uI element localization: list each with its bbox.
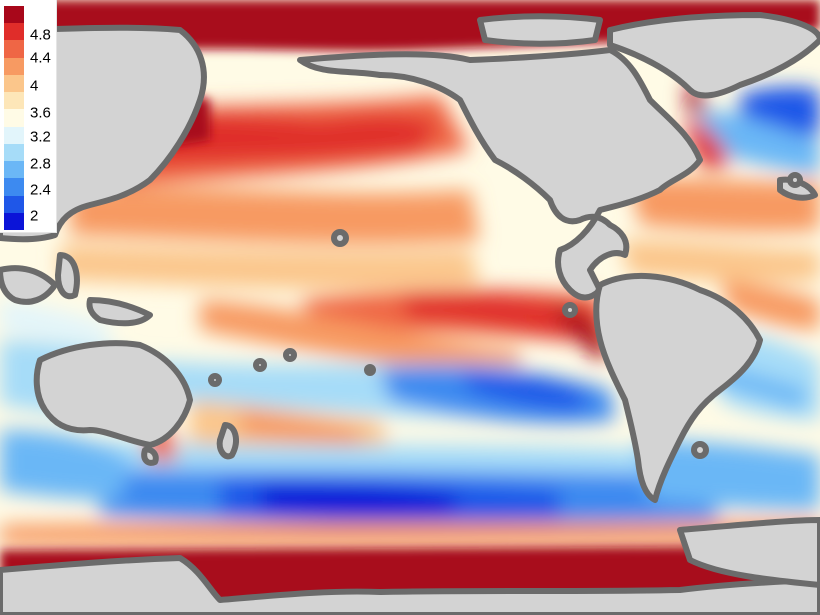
legend-label-3-6: 3.6 [30,104,51,122]
legend-label-2-8: 2.8 [30,155,51,173]
legend-label-3-2: 3.2 [30,128,51,146]
legend-swatch [4,143,24,162]
legend-label-4-8: 4.8 [30,26,51,44]
legend-label-4: 4 [30,77,39,95]
legend-colorbar [4,6,24,231]
legend-label-2: 2 [30,207,39,225]
legend-swatch [4,109,24,128]
legend-label-4-4: 4.4 [30,49,51,67]
legend-swatch [4,57,24,76]
legend-label-2-4: 2.4 [30,181,51,199]
legend-swatch [4,212,24,231]
legend-swatch [4,126,24,145]
legend-swatch [4,92,24,110]
legend-swatch [4,74,24,93]
color-legend: 4.8 4.4 4 3.6 3.2 2.8 2.4 2 [0,0,57,233]
legend-swatch [4,195,24,214]
legend-swatch [4,178,24,197]
legend-swatch [4,161,24,179]
legend-swatch [4,23,24,41]
legend-swatch [4,6,24,24]
legend-swatch [4,40,24,59]
